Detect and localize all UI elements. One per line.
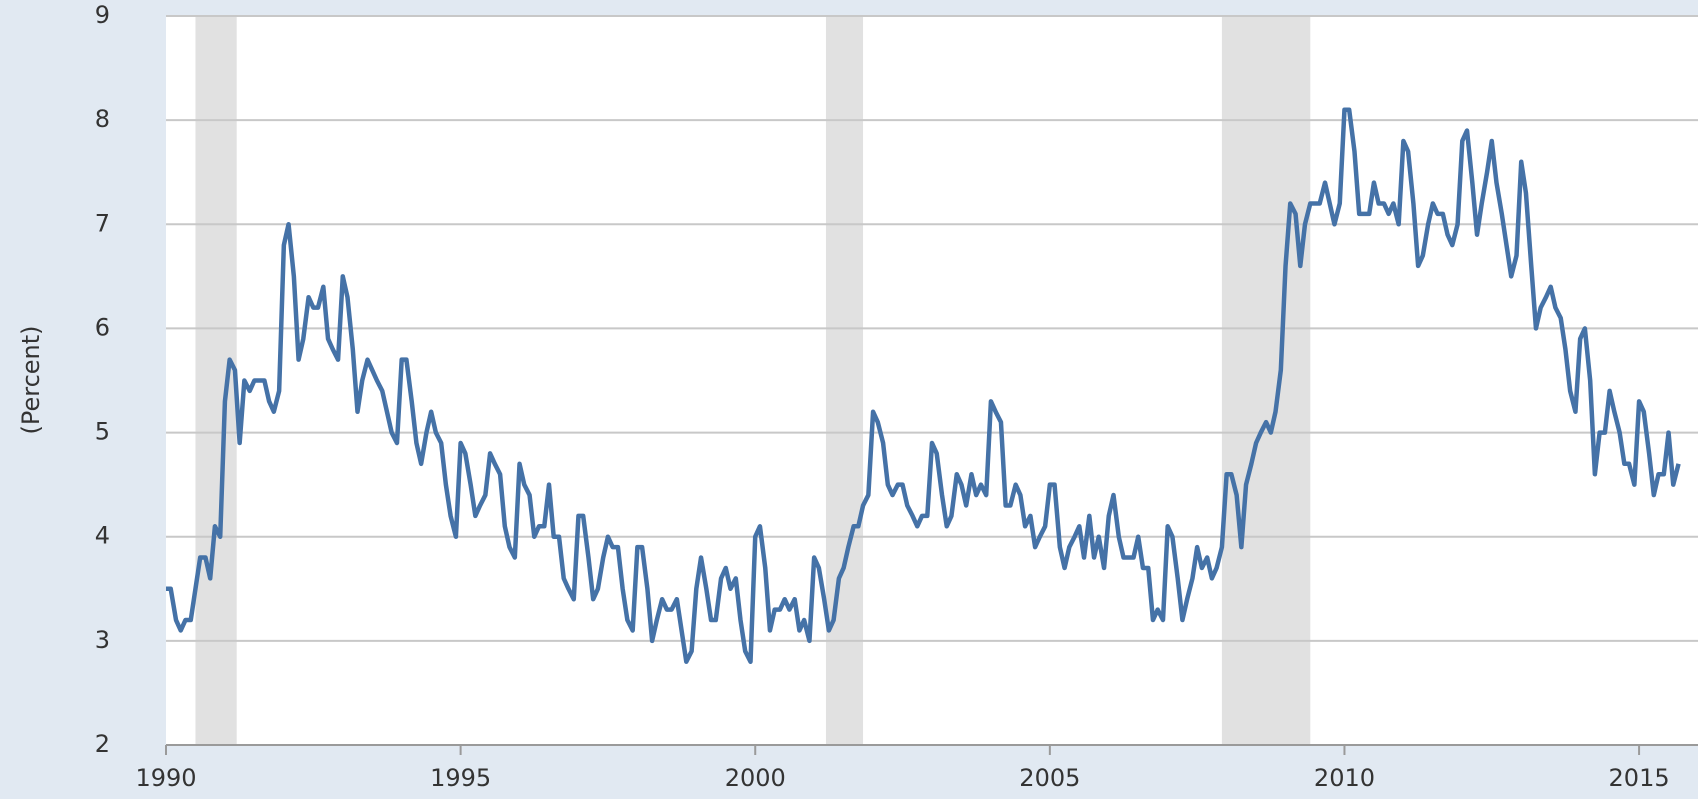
y-tick-label: 4 (95, 522, 110, 550)
x-tick-label: 2015 (1609, 764, 1670, 792)
data-line (166, 107, 1681, 664)
y-tick-label: 7 (95, 209, 110, 237)
x-tick-label: 1990 (135, 764, 196, 792)
y-tick-label: 3 (95, 626, 110, 654)
y-tick-label: 9 (95, 1, 110, 29)
y-axis-label: (Percent) (17, 325, 45, 434)
x-tick-label: 1995 (430, 764, 491, 792)
y-tick-label: 2 (95, 730, 110, 758)
x-tick-label: 2010 (1314, 764, 1375, 792)
x-tick-label: 2005 (1019, 764, 1080, 792)
y-tick-label: 8 (95, 105, 110, 133)
y-tick-label: 5 (95, 418, 110, 446)
recession-band (195, 16, 237, 745)
recession-band (1221, 16, 1311, 745)
y-tick-label: 6 (95, 313, 110, 341)
plot-area (166, 16, 1698, 745)
x-tick-label: 2000 (725, 764, 786, 792)
recession-band (825, 16, 864, 745)
